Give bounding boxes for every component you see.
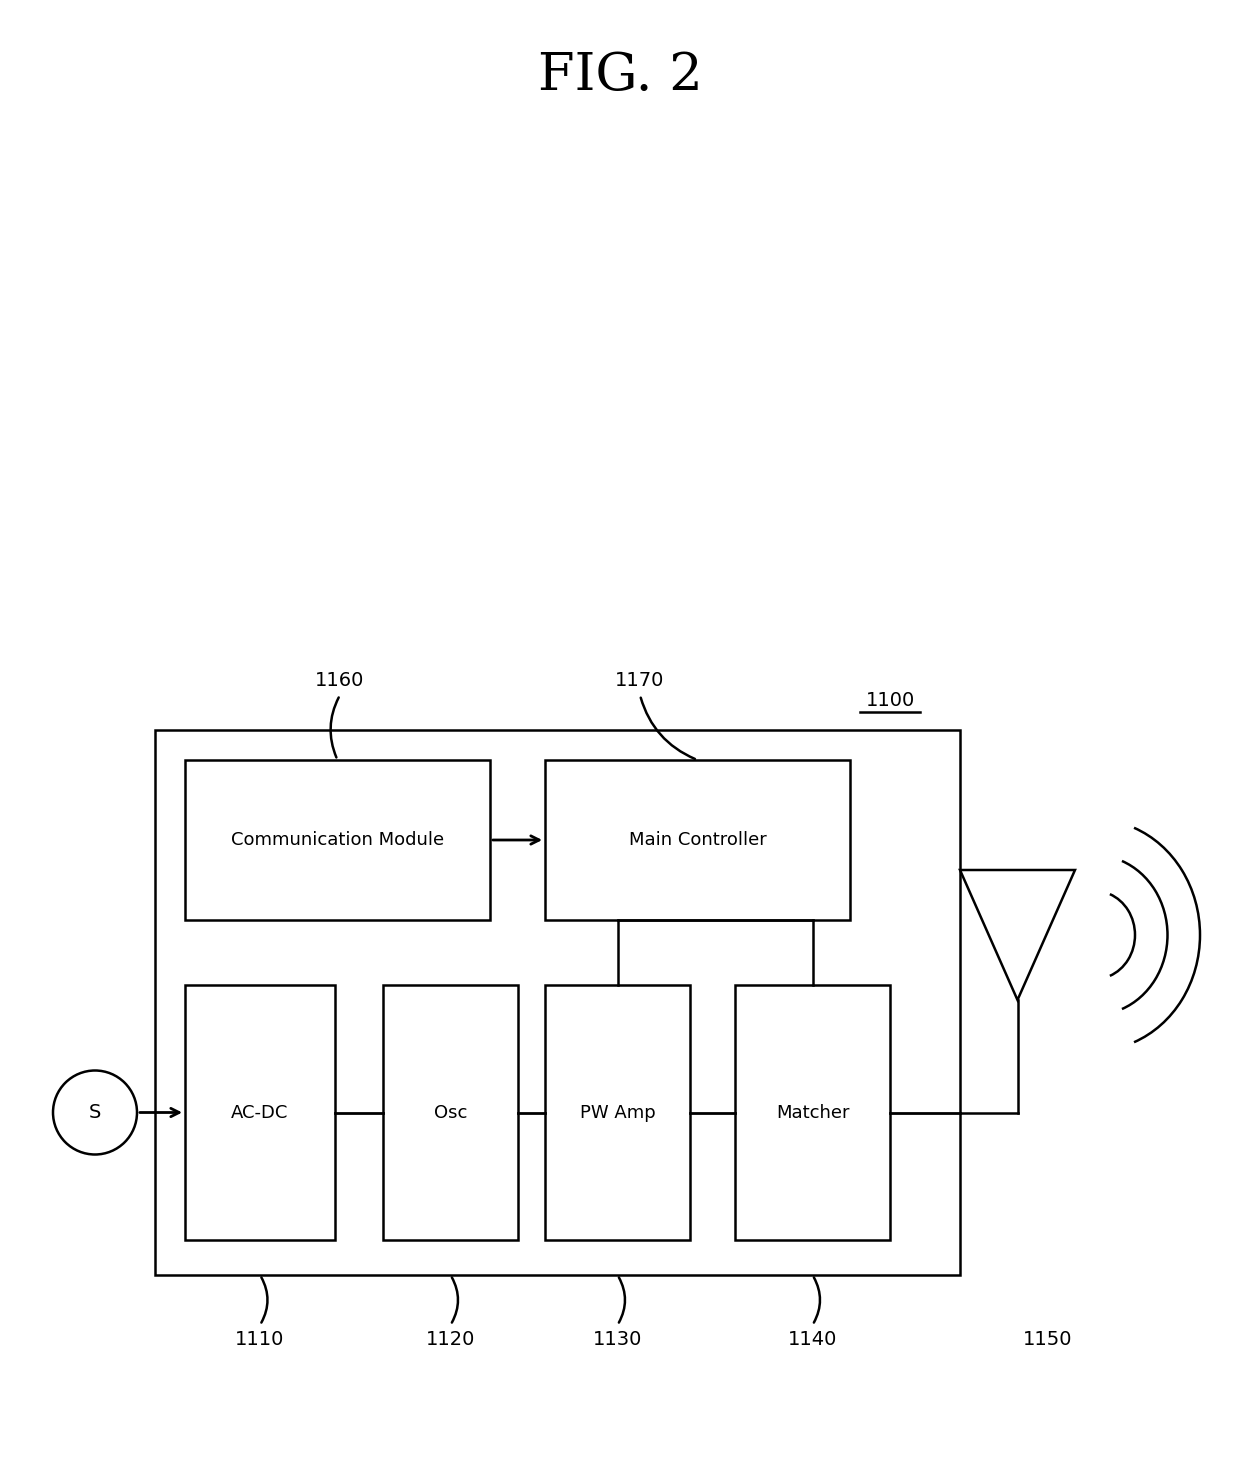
Text: FIG. 2: FIG. 2: [538, 50, 702, 100]
Text: Communication Module: Communication Module: [231, 831, 444, 849]
Bar: [185, 986, 335, 1240]
Text: 1150: 1150: [1023, 1330, 1073, 1349]
Text: Osc: Osc: [434, 1103, 467, 1121]
Text: 1120: 1120: [425, 1330, 475, 1349]
Bar: [735, 986, 890, 1240]
Text: 1140: 1140: [787, 1330, 837, 1349]
Bar: [185, 761, 490, 919]
Text: 1100: 1100: [866, 691, 915, 710]
Bar: [546, 986, 689, 1240]
Text: 1160: 1160: [315, 671, 365, 690]
Text: 1170: 1170: [615, 671, 665, 690]
Text: AC-DC: AC-DC: [232, 1103, 289, 1121]
Text: 1110: 1110: [236, 1330, 285, 1349]
Text: Main Controller: Main Controller: [629, 831, 766, 849]
Text: PW Amp: PW Amp: [579, 1103, 656, 1121]
Text: 1130: 1130: [593, 1330, 642, 1349]
Bar: [155, 730, 960, 1275]
Bar: [383, 986, 518, 1240]
Text: Matcher: Matcher: [776, 1103, 849, 1121]
Text: S: S: [89, 1103, 102, 1122]
Bar: [546, 761, 849, 919]
